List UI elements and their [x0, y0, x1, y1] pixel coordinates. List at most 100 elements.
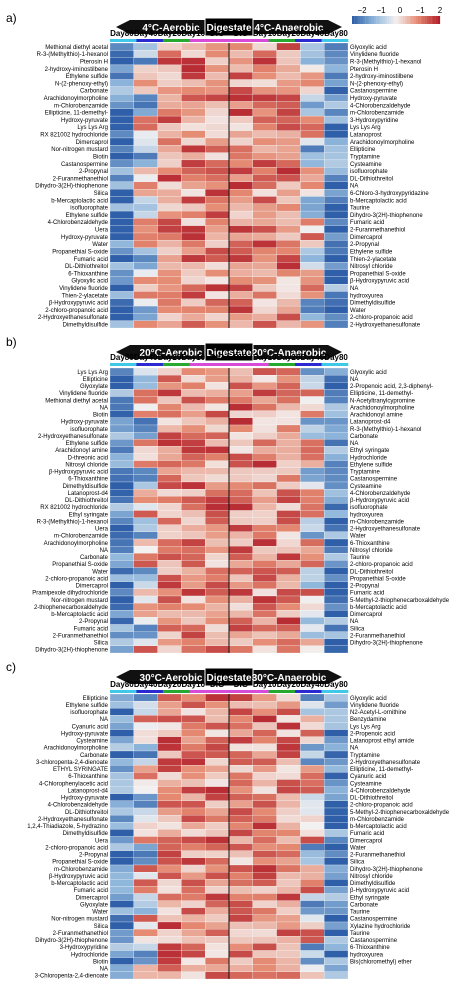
heatmap-cell [133, 137, 158, 146]
heatmap-cell [228, 772, 253, 780]
heatmap-cell [205, 496, 230, 504]
row-label-left: 6-Thioxanthine [68, 477, 108, 483]
heatmap-cell [133, 403, 158, 411]
heatmap-cell [324, 503, 349, 511]
row-label-left: Uera [95, 228, 109, 234]
heatmap-cell [300, 101, 325, 109]
heatmap-cell [157, 765, 182, 773]
heatmap-cell [181, 750, 206, 759]
row-label-left: m-Chlorobenzamide [54, 103, 109, 109]
heatmap-cell [228, 367, 253, 376]
row-label-left: Ethylene sulfide [66, 213, 109, 219]
heatmap-cell [157, 403, 182, 411]
heatmap-cell [300, 417, 325, 426]
heatmap-cell [205, 167, 230, 175]
heatmap-cell [205, 72, 230, 80]
heatmap-cell [205, 50, 230, 58]
heatmap-cell [181, 247, 206, 256]
heatmap-cell [157, 936, 182, 944]
heatmap-cell [252, 631, 277, 639]
heatmap-cell [157, 567, 182, 575]
heatmap-cell [300, 137, 325, 146]
heatmap-cell [133, 560, 158, 568]
heatmap-cell [157, 467, 182, 475]
heatmap-cell [300, 367, 325, 376]
heatmap-cell [133, 603, 158, 611]
heatmap-cell [324, 786, 349, 794]
heatmap-cell [300, 167, 325, 175]
heatmap-cell [133, 957, 158, 965]
heatmap-cell [228, 914, 253, 923]
heatmap-cell [228, 829, 253, 837]
heatmap-cell [228, 560, 253, 568]
heatmap-cell [133, 496, 158, 504]
heatmap-cell [181, 517, 206, 525]
heatmap-cell [157, 86, 182, 95]
heatmap-cell [228, 531, 253, 540]
heatmap-cell [276, 893, 301, 901]
heatmap-cell [181, 313, 206, 321]
heatmap-cell [300, 722, 325, 730]
heatmap-cell [228, 503, 253, 511]
heatmap-cell [324, 971, 349, 980]
heatmap-cell [228, 693, 253, 702]
heatmap-cell [228, 167, 253, 175]
heatmap-cell [205, 772, 230, 780]
heatmap-cell [109, 843, 134, 851]
heatmap-cell [133, 375, 158, 383]
heatmap-cell [252, 574, 277, 582]
column-label: Day40 [134, 680, 158, 689]
colorbar-swatch [407, 16, 410, 24]
heatmap-cell [324, 772, 349, 780]
row-label-right: isofluorophate [350, 169, 388, 175]
heatmap-cell [205, 313, 230, 321]
heatmap-cell [205, 403, 230, 411]
column-label: DIG [210, 680, 224, 689]
heatmap-cell [205, 836, 230, 844]
heatmap-cell [300, 701, 325, 709]
row-label-right: Dihydro-3(2H)-thiophenone [350, 213, 423, 219]
heatmap-cell [276, 546, 301, 554]
heatmap-cell [133, 481, 158, 490]
heatmap-cell [252, 203, 277, 212]
heatmap-cell [252, 879, 277, 887]
heatmap-cell [300, 900, 325, 908]
row-label-left: Uera [95, 838, 109, 844]
heatmap-cell [228, 567, 253, 575]
heatmap-cell [252, 50, 277, 58]
heatmap-cell [133, 432, 158, 440]
heatmap-cell [157, 247, 182, 256]
heatmap-cell [300, 196, 325, 204]
heatmap-cell [252, 929, 277, 937]
heatmap-cell [205, 914, 230, 923]
heatmap-cell [205, 631, 230, 639]
heatmap-cell [133, 765, 158, 773]
heatmap-cell [228, 375, 253, 383]
heatmap-cell [205, 893, 230, 901]
heatmap-cell [276, 524, 301, 532]
row-label-left: 1,2,4-Thiadiazole, 5-hydrazino [27, 824, 108, 830]
heatmap-cell [133, 218, 158, 226]
heatmap-cell [133, 417, 158, 426]
heatmap-cell [157, 624, 182, 632]
heatmap-cell [205, 722, 230, 730]
heatmap-cell [300, 159, 325, 168]
heatmap-cell [252, 453, 277, 461]
heatmap-cell [205, 736, 230, 744]
row-label-right: 6-Thioxanthine [350, 541, 390, 547]
heatmap-cell [300, 772, 325, 780]
row-label-right: Lys Lys Arg [350, 125, 381, 131]
heatmap-cell [109, 50, 134, 58]
heatmap-cell [181, 850, 206, 858]
row-label-left: RX 821002 hydrochloride [40, 133, 108, 139]
heatmap-cell [228, 460, 253, 468]
heatmap-cell [300, 807, 325, 816]
row-label-left: 2-thiophenecarboxaldehyde [34, 605, 109, 611]
row-label-left: b-Mercaptolactic acid [51, 198, 108, 204]
heatmap-cell [252, 439, 277, 447]
heatmap-cell [133, 503, 158, 511]
heatmap-cell [228, 50, 253, 58]
heatmap-cell [181, 800, 206, 809]
heatmap-cell [157, 137, 182, 146]
row-label-left: 2-Hydroxyethanesulfonate [38, 434, 109, 440]
